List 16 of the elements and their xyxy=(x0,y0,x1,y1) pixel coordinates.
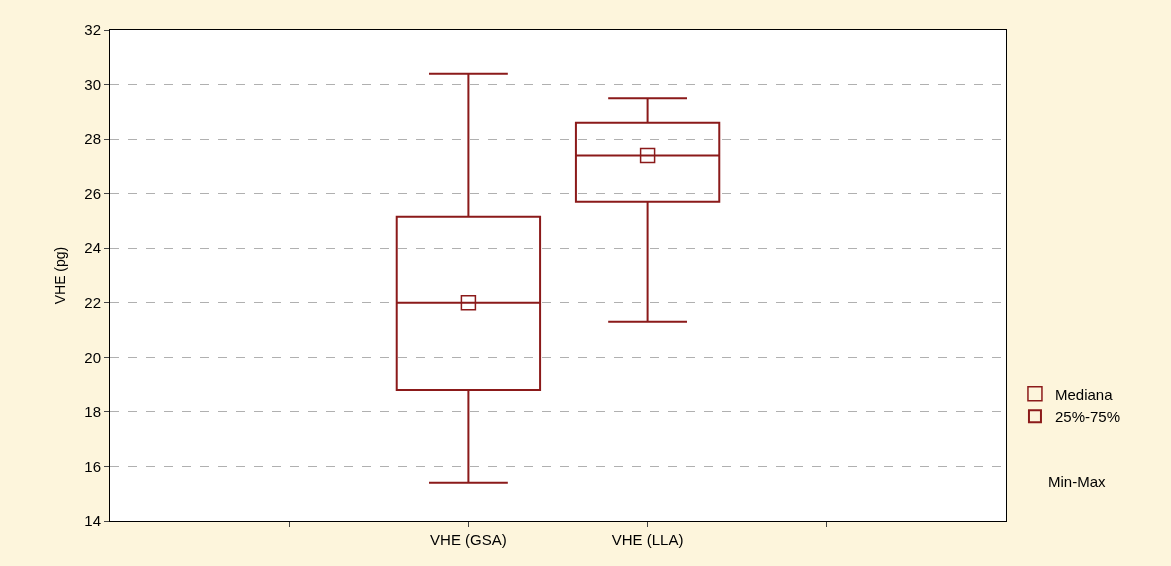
text: Min-Max xyxy=(1048,473,1106,490)
y-tick-label: 28 xyxy=(84,130,101,148)
y-tick-label: 24 xyxy=(84,239,101,257)
y-axis-title: VHE (pg) xyxy=(51,246,68,305)
legend-label: Mediana xyxy=(1054,385,1114,403)
y-tick-label: 26 xyxy=(84,184,101,202)
y-tick-label: 16 xyxy=(84,457,101,475)
y-tick-label: 20 xyxy=(84,348,101,366)
x-tick-label: VHE (GSA) xyxy=(430,531,507,548)
x-tick-label: VHE (LLA) xyxy=(611,531,684,548)
y-tick-label: 14 xyxy=(84,512,101,530)
legend-label: 25%-75% xyxy=(1054,408,1121,426)
y-tick-label: 32 xyxy=(84,21,101,39)
y-tick-label: 30 xyxy=(84,75,101,93)
y-tick-label: 18 xyxy=(84,403,101,421)
y-tick-label: 22 xyxy=(84,294,101,312)
